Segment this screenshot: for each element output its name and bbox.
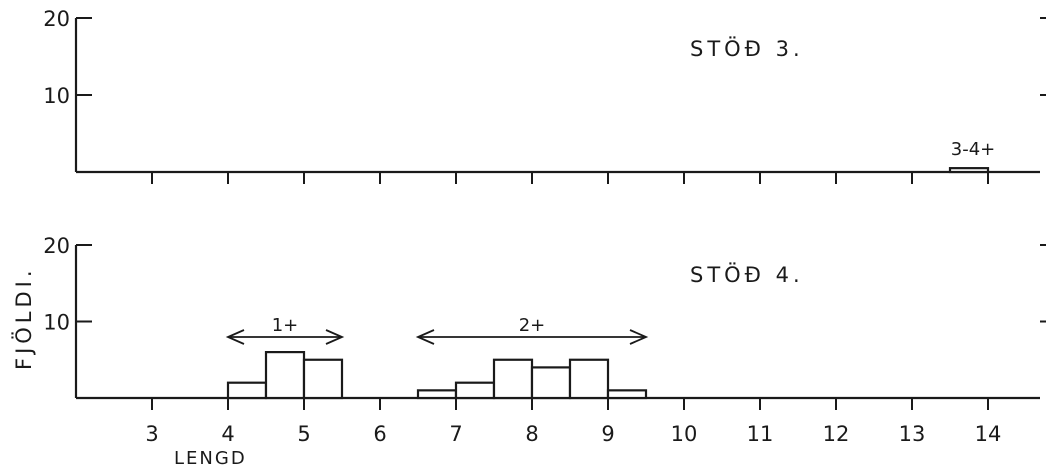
- x-tick-label: 3: [145, 422, 158, 446]
- station-title: STÖÐ 3.: [690, 36, 804, 61]
- x-tick-label: 11: [747, 422, 774, 446]
- x-tick-label: 9: [601, 422, 614, 446]
- x-tick-label: 6: [373, 422, 386, 446]
- arrow-head-left: [225, 329, 245, 345]
- arrow-head-right: [325, 329, 345, 345]
- station-4-panel: 10 20 3 4 5 6 7 8 9 10 11 12 13 14 STÖÐ 4. 1+ 2+ FJÖLDI. L…: [11, 234, 1046, 469]
- histogram-bar: [530, 366, 572, 400]
- x-axis-label: LENGD: [174, 448, 247, 469]
- x-tick-label: 5: [297, 422, 310, 446]
- station-3-panel: 10 20 STÖÐ 3. 3-4+: [43, 7, 1046, 184]
- station-title: STÖÐ 4.: [690, 262, 804, 287]
- histogram-bar: [302, 358, 344, 400]
- histogram-bar: [226, 381, 268, 400]
- x-tick-label: 13: [899, 422, 926, 446]
- y-tick-label: 20: [43, 7, 70, 31]
- y-tick-label: 20: [43, 234, 70, 258]
- x-tick-label: 8: [525, 422, 538, 446]
- histogram-bar: [568, 358, 610, 400]
- x-tick-label: 4: [221, 422, 234, 446]
- age-group-label: 1+: [272, 315, 299, 336]
- histogram-bar: [606, 389, 648, 400]
- y-tick-label: 10: [43, 84, 70, 108]
- age-group-label: 2+: [519, 315, 546, 336]
- arrow-head-right: [629, 329, 649, 345]
- arrow-head-left: [415, 329, 435, 345]
- histogram-bar: [264, 351, 306, 400]
- x-tick-label: 7: [449, 422, 462, 446]
- histogram-bar: [454, 381, 496, 400]
- histogram-bar: [948, 167, 990, 174]
- histogram-bar: [416, 389, 458, 400]
- x-tick-label: 10: [671, 422, 698, 446]
- y-axis-label: FJÖLDI.: [11, 266, 36, 370]
- histogram-bar: [492, 358, 534, 400]
- age-group-label: 3-4+: [951, 139, 995, 160]
- x-tick-label: 12: [823, 422, 850, 446]
- y-tick-label: 10: [43, 311, 70, 335]
- x-tick-label: 14: [975, 422, 1002, 446]
